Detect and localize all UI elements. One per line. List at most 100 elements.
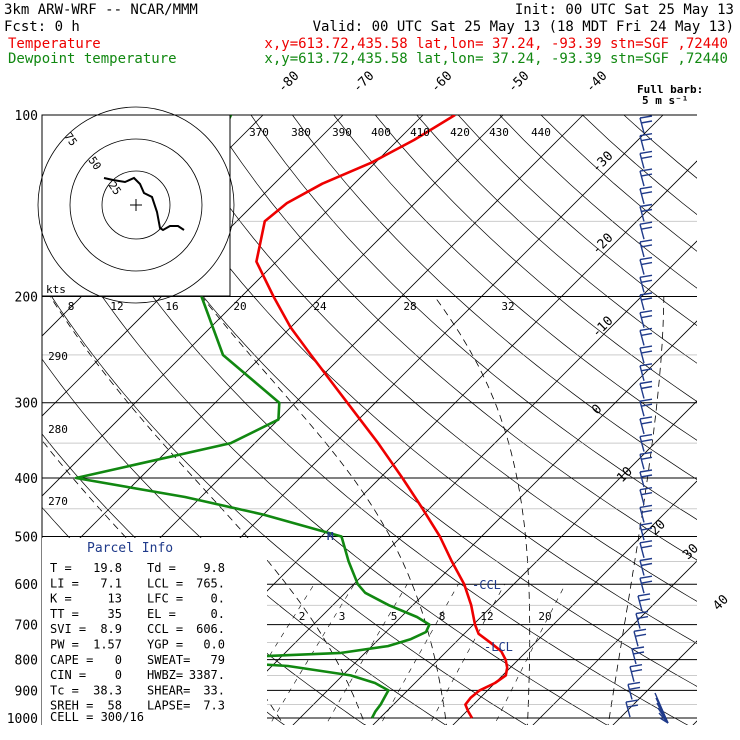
wind-barb-flag — [626, 704, 639, 708]
hodograph-ring — [101, 170, 171, 240]
parcel-value: 7.3 — [203, 699, 225, 713]
dry-adiabat-line — [416, 115, 697, 364]
wind-barb-flag — [639, 398, 653, 402]
isotherm-line — [692, 720, 697, 725]
wind-barb-flag — [639, 575, 653, 579]
pressure-label: 500 — [15, 530, 38, 545]
wind-barb-staff — [639, 277, 645, 293]
parcel-value: 0 — [115, 668, 122, 682]
barb-legend-units: 5 m s⁻¹ — [642, 94, 688, 107]
wind-barb-staff — [639, 224, 645, 240]
temperature-label: -10 — [589, 314, 616, 341]
isotherm-line — [532, 560, 697, 725]
wind-barb-staff — [639, 471, 645, 488]
parcel-value: 0.0 — [203, 638, 225, 652]
wind-barb-staff — [639, 153, 645, 169]
parcel-name: K = — [50, 592, 72, 606]
wind-barb-staff — [639, 135, 645, 151]
wind-barb-flag — [640, 350, 653, 354]
mixing-ratio-line — [379, 584, 459, 725]
dry-adiabat-line — [582, 115, 697, 216]
parcel-name: PW = — [50, 638, 79, 652]
hodograph-ring-label: 50 — [86, 154, 104, 172]
dewpoint-profile — [74, 115, 431, 719]
wind-barb-flag — [639, 186, 653, 190]
wind-barb-flag — [627, 681, 641, 686]
wind-barb-low — [659, 717, 669, 724]
temperature-label: -50 — [505, 69, 532, 96]
pressure-label: 200 — [15, 291, 38, 306]
parcel-value: 765. — [196, 576, 225, 590]
wind-barb-flag — [637, 593, 651, 597]
parcel-info-title: Parcel Info — [87, 541, 173, 556]
parcel-name: T = — [50, 561, 72, 575]
theta-label: 380 — [291, 126, 311, 139]
wind-barb-flag — [639, 221, 653, 225]
parcel-value: 58 — [108, 699, 122, 713]
parcel-value: 0 — [115, 653, 122, 667]
wind-barb-flag — [640, 421, 653, 425]
wind-barb-staff — [639, 259, 645, 275]
temperature-station-info: x,y=613.72,435.58 lat,lon= 37.24, -93.39… — [264, 36, 728, 52]
hodograph-ring-label: 25 — [106, 179, 124, 197]
wind-barb-flag — [639, 327, 653, 332]
isotherm-line — [212, 240, 697, 725]
wind-barb-flag — [629, 664, 643, 668]
mixing-ratio-label-bottom: 3 — [339, 610, 346, 623]
parcel-name: TT = — [50, 607, 79, 621]
wind-barb-staff — [639, 241, 645, 258]
wind-barb-staff — [639, 418, 645, 435]
dry-adiabat-line — [84, 115, 697, 687]
moist-adiabat-line — [607, 296, 665, 725]
moist-adiabat-line — [49, 296, 366, 725]
init-time: Init: 00 UTC Sat 25 May 13 — [515, 2, 734, 18]
theta-label: 410 — [410, 126, 430, 139]
wind-barb-flag — [640, 492, 653, 496]
theta-label: 390 — [332, 126, 352, 139]
temperature-label: -20 — [589, 231, 616, 258]
moist-adiabat-line — [434, 296, 531, 725]
wind-barb-flag — [639, 469, 653, 473]
dewpoint-station-info: x,y=613.72,435.58 lat,lon= 37.24, -93.39… — [264, 51, 728, 67]
wind-barb-staff — [639, 454, 645, 470]
parcel-name: LAPSE= — [147, 699, 190, 713]
wind-barb-flag — [633, 628, 647, 632]
model-title: 3km ARW-WRF -- NCAR/MMM — [4, 2, 198, 18]
theta-label-left: 270 — [48, 495, 68, 508]
wind-barb-flag — [639, 363, 653, 367]
wind-barb-flag — [640, 244, 653, 248]
dry-adiabat-line — [42, 280, 527, 725]
pressure-label: 400 — [15, 472, 38, 487]
wind-barb-flag — [639, 292, 653, 296]
forecast-hour: Fcst: 0 h — [4, 19, 80, 35]
wind-barb-flag — [639, 487, 653, 491]
hodograph-trace — [103, 176, 185, 232]
mixing-ratio-line — [494, 584, 566, 725]
wind-barb-flag — [640, 474, 653, 478]
theta-label: 420 — [450, 126, 470, 139]
wind-barb-flag — [640, 545, 653, 549]
parcel-info-panel: Parcel Info T = 19.8 Td = 9.8 LI = 7.1 LCL = 76… — [42, 538, 267, 726]
wind-barb-flag — [639, 540, 653, 544]
dry-adiabat-line — [167, 115, 697, 602]
parcel-name: LCL = — [147, 576, 183, 590]
parcel-cell: CELL = 300/16 — [50, 710, 144, 724]
wind-barb-flag — [635, 610, 649, 615]
parcel-value: 33. — [203, 683, 225, 697]
theta-label: 430 — [489, 126, 509, 139]
dry-adiabat-line — [250, 115, 697, 520]
wind-barb-staff — [639, 294, 645, 311]
wind-barb-staff — [639, 489, 645, 505]
wind-barb-flag — [632, 651, 645, 655]
legend-temperature: Temperature — [8, 36, 101, 52]
wind-barb-staff — [639, 560, 645, 576]
parcel-value: 7.1 — [100, 576, 122, 590]
wind-barb-staff — [639, 188, 645, 204]
wind-barb-flag — [639, 256, 653, 261]
wind-barb-flag — [631, 646, 645, 650]
isotherm-line — [452, 480, 697, 725]
parcel-value: 606. — [196, 622, 225, 636]
dry-adiabat-line — [292, 115, 697, 480]
isotherm-line — [0, 115, 23, 731]
